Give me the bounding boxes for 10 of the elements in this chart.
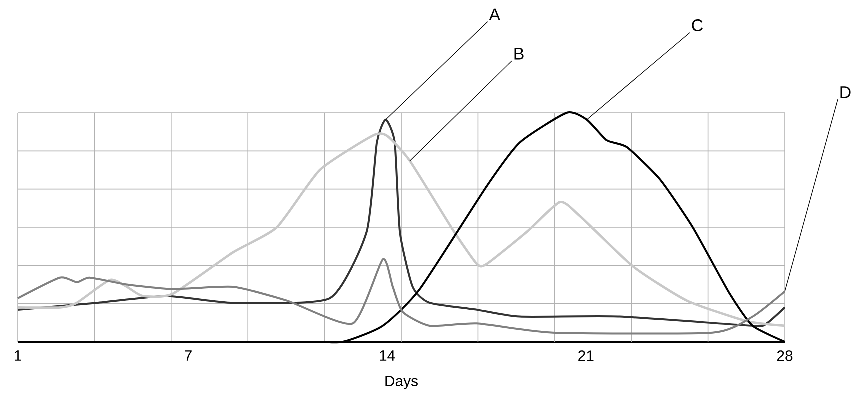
- x-tick-label: 7: [185, 350, 192, 361]
- x-tick-label: 28: [777, 350, 793, 362]
- x-tick-label: 14: [380, 350, 396, 361]
- text: C: [692, 20, 703, 32]
- text: A: [489, 8, 500, 21]
- text: B: [514, 48, 524, 60]
- x-axis-title: Days: [386, 376, 418, 390]
- text: D: [840, 86, 851, 98]
- x-tick-label: 1: [14, 350, 22, 361]
- x-tick-label: 21: [578, 350, 594, 362]
